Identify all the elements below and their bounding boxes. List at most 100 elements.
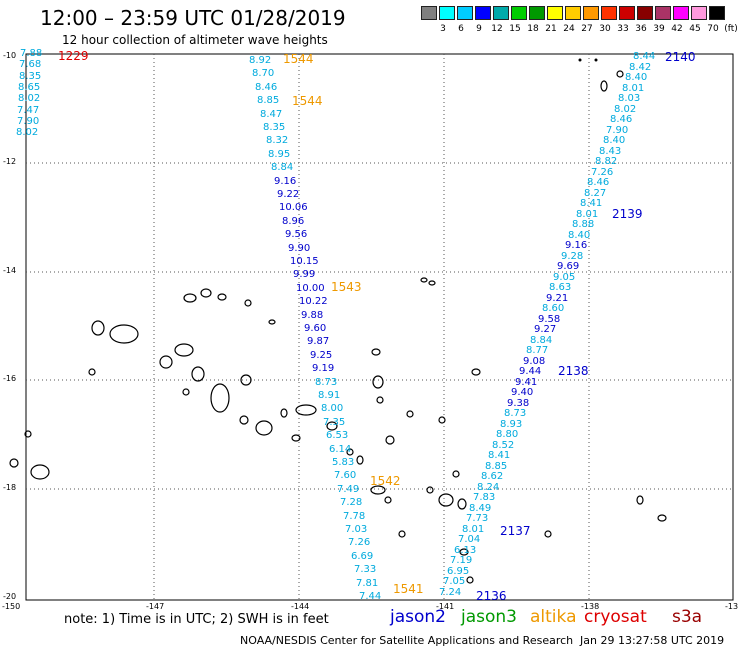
track-value: 8.02 [16,127,39,139]
colorbar-label: 18 [527,24,539,34]
island-outline [346,448,354,456]
island-outline [657,514,667,522]
track-value: 9.16 [274,176,297,187]
colorbar-swatch [421,6,437,20]
island-outline [244,299,252,307]
track-value: 7.03 [345,524,368,535]
track-value: 8.27 [584,188,607,199]
island-outline [159,355,173,369]
colorbar-swatch [547,6,563,20]
longitude-label: -150 [2,602,21,611]
track-value: 9.22 [277,189,300,200]
track-value: 9.90 [288,243,311,254]
track-value: 9.08 [523,356,546,367]
track-value: 6.69 [351,551,374,562]
colorbar-swatch [493,6,509,20]
island-outline [182,388,190,396]
track-value: 7.60 [334,470,357,481]
track-value: 10.15 [290,256,319,267]
track-value: 7.05 [443,576,466,587]
track-value: 9.16 [565,240,588,251]
colorbar-label: (ft) [724,24,738,34]
colorbar-label: 27 [581,24,593,34]
colorbar-swatch [709,6,725,20]
track-value: 7.19 [450,555,473,566]
island-outline [457,498,467,510]
track-value: 9.21 [546,293,569,304]
track-value: 9.44 [519,366,542,377]
track-value: 8.01 [462,524,485,535]
track-value: 8.92 [249,55,272,66]
track-value: 8.41 [488,450,511,461]
island-outline [280,408,288,418]
track-value: 7.04 [458,534,481,545]
track-value: 8.47 [260,109,283,120]
track-value: 10.22 [299,296,328,307]
track-value: 9.38 [507,398,530,409]
track-value: 6.53 [326,430,349,441]
track-value: 8.82 [595,156,618,167]
colorbar-label: 9 [476,24,482,34]
island-outline [217,293,227,301]
pass-time-label: 2137 [500,524,531,538]
latitude-label: -20 [3,592,17,601]
colorbar-label: 3 [440,24,446,34]
track-value: 8.91 [318,390,341,401]
colorbar-label: 39 [653,24,665,34]
colorbar-swatch [439,6,455,20]
track-value: 8.70 [252,68,275,79]
island-outline [356,455,364,465]
page-subtitle: 12 hour collection of altimeter wave hei… [62,33,328,47]
colorbar-swatch [475,6,491,20]
track-value: 9.27 [534,324,557,335]
track-value: 8.41 [580,198,603,209]
track-value: 10.06 [279,202,308,213]
island-outline [174,343,194,357]
track-value: 8.93 [500,419,523,430]
track-value: 8.35 [263,122,286,133]
colorbar-label: 24 [563,24,575,34]
track-value: 7.44 [359,591,382,602]
track-value: 8.01 [576,209,599,220]
track-value: 8.73 [504,408,527,419]
pass-time-label: 2138 [558,364,589,378]
track-value: 5.83 [332,457,355,468]
track-value: 7.26 [348,537,371,548]
track-value: 8.84 [530,335,553,346]
track-value: 7.90 [17,115,40,127]
island-outline [91,320,105,336]
island-outline [291,434,301,442]
island-outline [452,470,460,478]
island-outline [438,493,454,507]
island-outline [636,495,644,505]
colorbar-label: 33 [617,24,629,34]
pass-time-label: 1544 [283,52,314,66]
colorbar-label: 70 [707,24,719,34]
track-value: 8.85 [257,95,280,106]
island-outline [385,435,395,445]
latitude-label: -18 [3,483,17,492]
island-outline [268,319,276,325]
legend-altika: altika [530,607,577,627]
track-value: 8.77 [526,345,549,356]
colorbar-label: 42 [671,24,683,34]
colorbar-swatch [457,6,473,20]
island-outline [420,277,428,283]
island-outline [544,530,552,538]
colorbar-swatch [583,6,599,20]
longitude-label: -141 [436,602,455,611]
pass-time-label: 1543 [331,280,362,294]
colorbar-label: 21 [545,24,557,34]
island-outline [295,404,317,416]
colorbar-swatch [511,6,527,20]
track-value: 8.43 [599,146,622,157]
island-outline [239,415,249,425]
map-frame [25,53,734,601]
track-value: 7.24 [439,587,462,598]
island-outline [426,486,434,494]
legend-jason2: jason2 [390,607,446,627]
colorbar-label: 45 [689,24,701,34]
track-value: 8.40 [568,230,591,241]
track-value: 7.90 [606,125,629,136]
track-value: 8.65 [18,81,41,93]
